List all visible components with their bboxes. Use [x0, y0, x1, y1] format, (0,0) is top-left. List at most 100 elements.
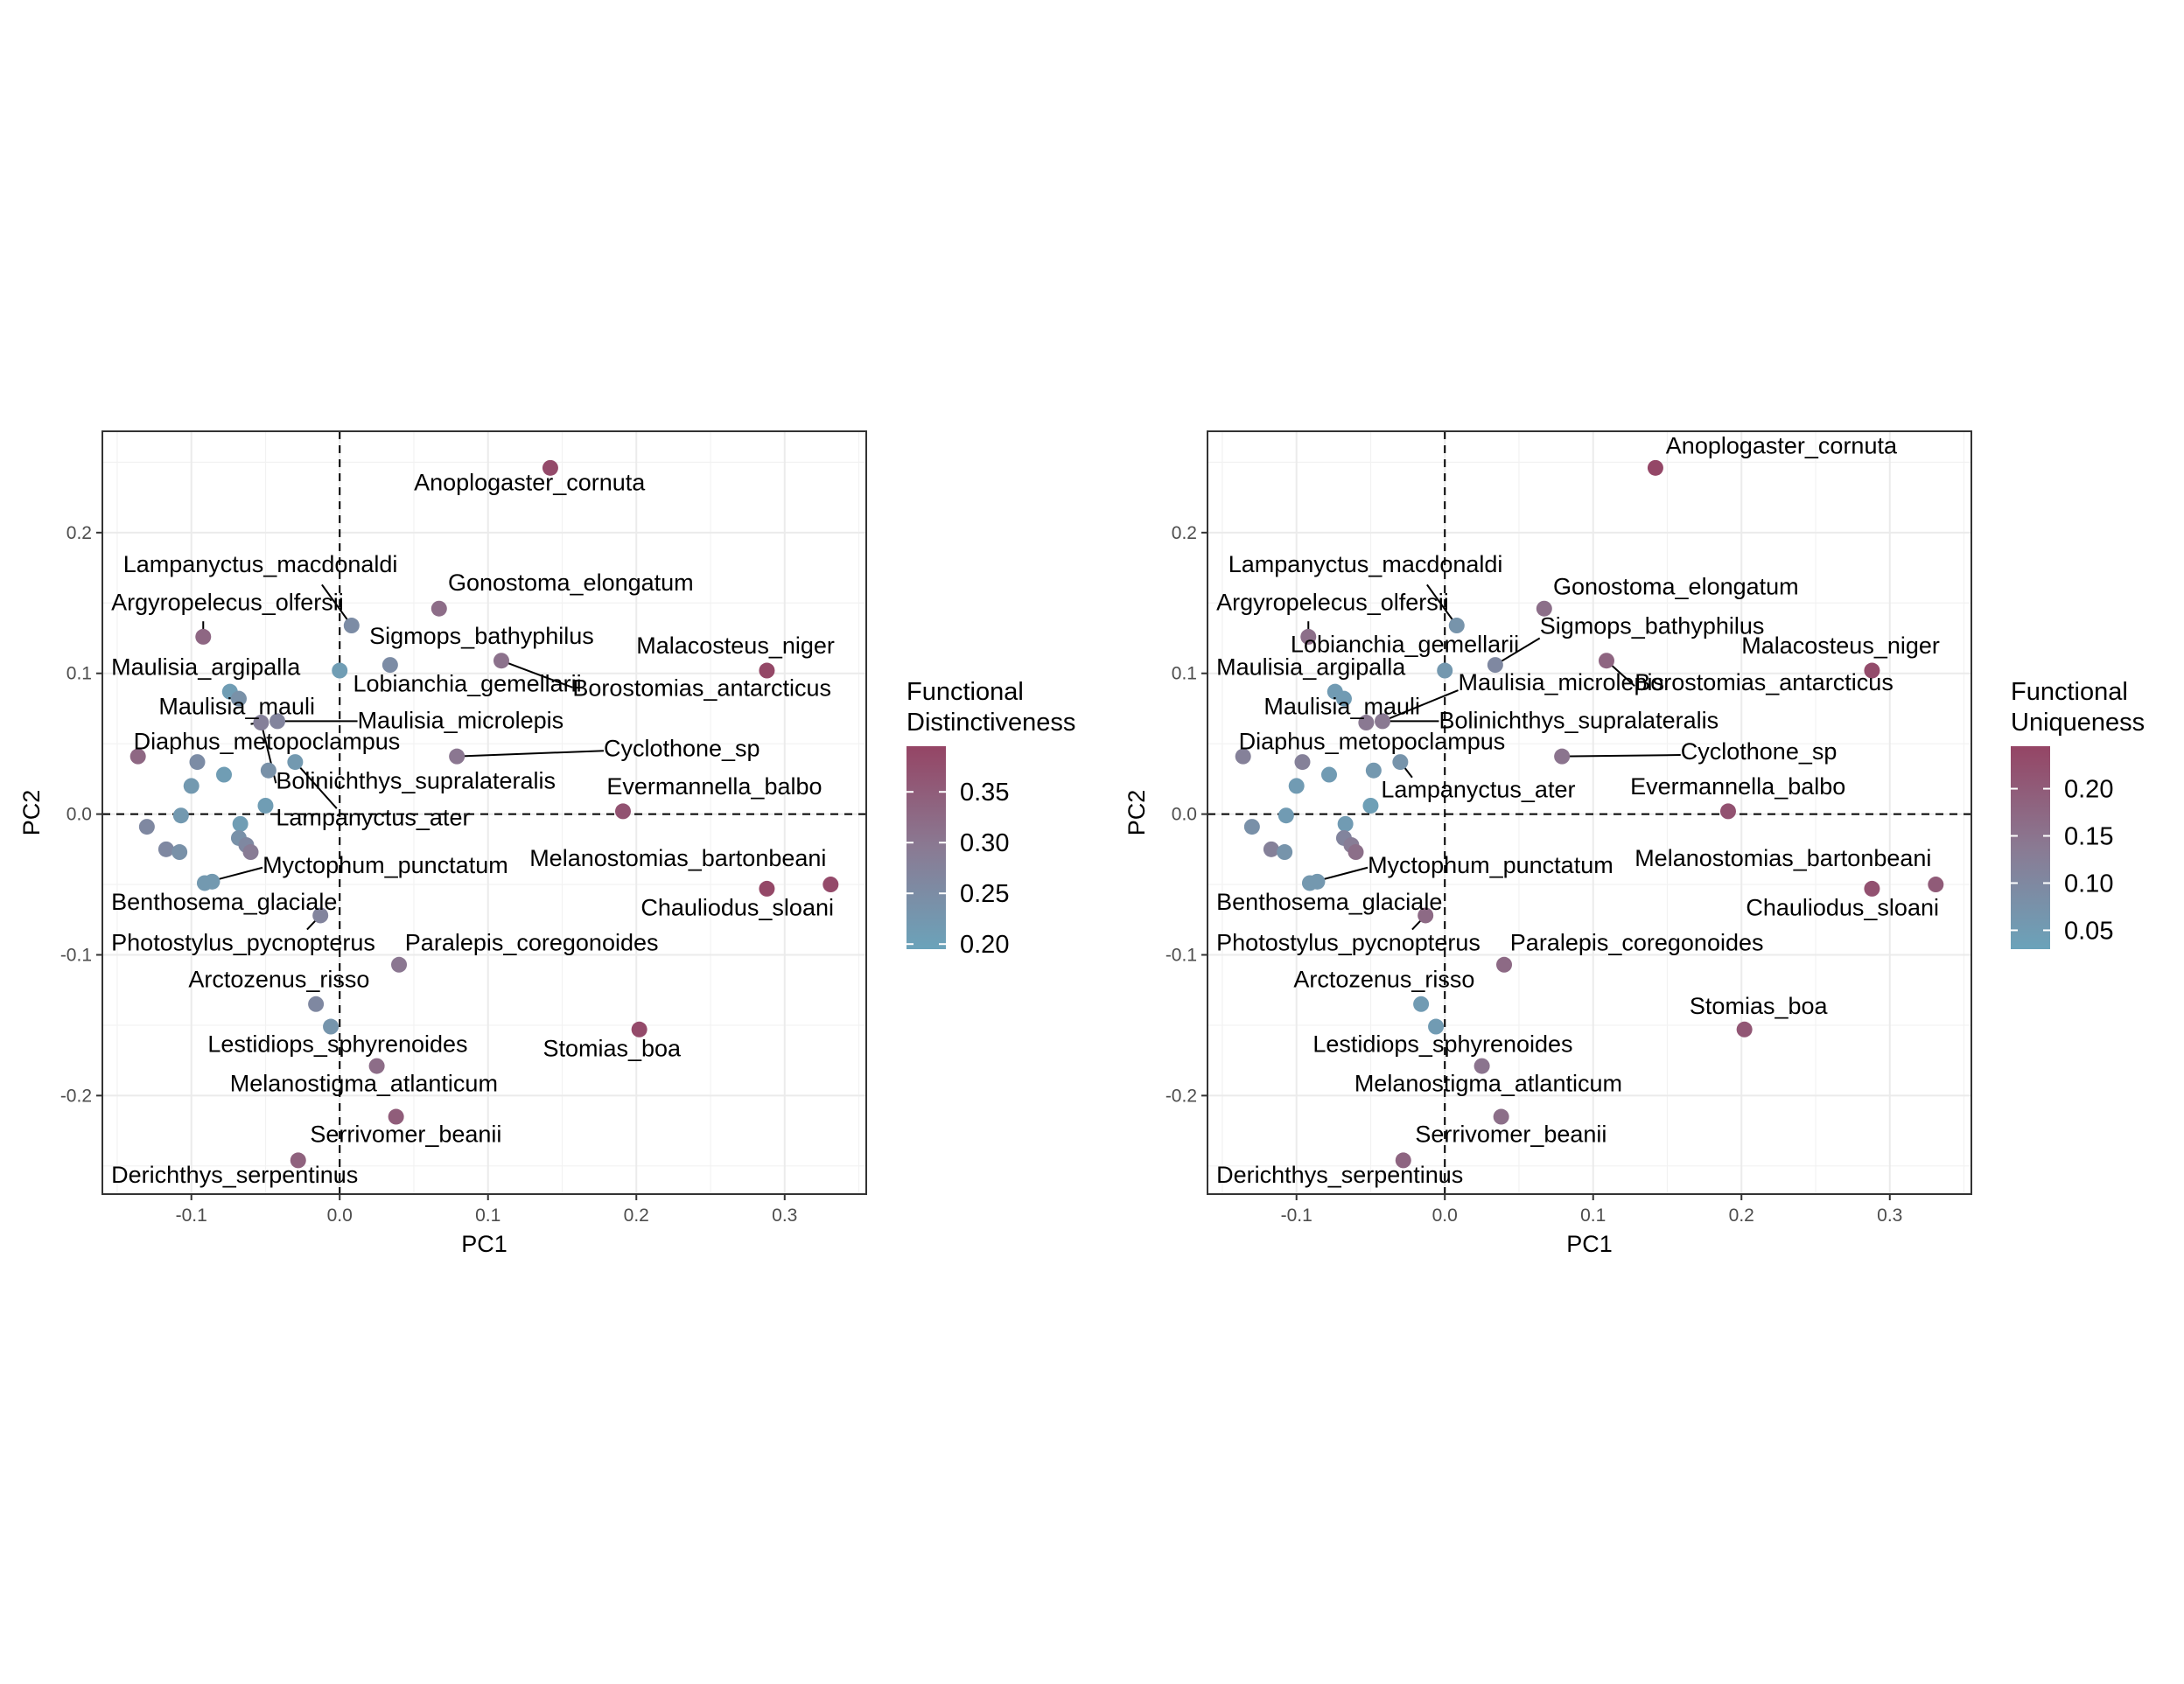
data-point: [1263, 841, 1279, 857]
point-label: Evermannella_balbo: [606, 773, 822, 800]
data-point: [270, 713, 286, 730]
point-label: Stomias_boa: [542, 1035, 682, 1061]
data-point: [332, 662, 348, 679]
data-point: [1392, 754, 1409, 771]
point-label: Serrivomer_beanii: [310, 1121, 501, 1147]
data-point: [1647, 459, 1663, 476]
data-point: [138, 819, 155, 835]
data-point: [158, 841, 174, 857]
data-point: [230, 690, 247, 707]
data-point: [822, 877, 839, 893]
point-label: Maulisia_mauli: [158, 693, 315, 719]
data-point: [242, 844, 259, 861]
point-label: Bolinichthys_supralateralis: [1438, 707, 1718, 733]
panel-border: [1207, 430, 1972, 1195]
data-point: [1278, 807, 1294, 824]
data-point: [449, 748, 466, 765]
y-tick-label: 0.0: [66, 805, 92, 825]
point-label: Maulisia_argipalla: [1216, 653, 1406, 680]
label-leader-line: [1382, 689, 1459, 723]
point-label: Lestidiops_sphyrenoides: [207, 1031, 467, 1058]
data-point: [130, 748, 146, 765]
data-point: [759, 662, 775, 679]
data-point: [308, 996, 325, 1012]
legend-colorbar: [906, 746, 946, 949]
point-label: Maulisia_microlepis: [358, 707, 564, 733]
data-point: [430, 600, 447, 617]
data-point: [1864, 880, 1880, 897]
point-label: Myctophum_punctatum: [262, 852, 508, 878]
scatter-panel-1: Anoplogaster_cornuta Gonostoma_elongatum L…: [18, 430, 1075, 1257]
legend-tick-label: 0.20: [960, 931, 1009, 959]
y-tick-label: 0.2: [1172, 523, 1197, 543]
point-label: Stomias_boa: [1690, 993, 1829, 1019]
point-label: Paralepis_coregonoides: [405, 930, 659, 956]
legend-tick-label: 0.10: [2064, 870, 2113, 898]
data-point: [195, 628, 212, 645]
point-label: Maulisia_microlepis: [1458, 669, 1664, 695]
x-tick-label: -0.1: [1281, 1205, 1312, 1226]
point-label: Lampanyctus_ater: [276, 804, 470, 830]
legend-tick-label: 0.25: [960, 880, 1009, 908]
color-legend: Functional Uniqueness 0.05 0.10 0.15 0.20: [2011, 678, 2145, 949]
point-label: Photostylus_pycnopterus: [1216, 930, 1480, 956]
x-tick-label: 0.0: [1432, 1205, 1458, 1226]
data-point: [1428, 1018, 1445, 1035]
data-point: [1554, 748, 1571, 765]
data-point: [1487, 657, 1503, 674]
point-label: Anoplogaster_cornuta: [414, 470, 646, 496]
x-tick-label: 0.3: [772, 1205, 797, 1226]
data-point: [1288, 778, 1305, 794]
y-tick-label: -0.2: [60, 1086, 92, 1106]
data-point: [343, 618, 360, 634]
label-leader-line: [1562, 754, 1681, 758]
data-point: [1335, 690, 1352, 707]
y-tick-label: -0.1: [1166, 945, 1197, 965]
data-point: [1362, 797, 1379, 814]
point-label: Sigmops_bathyphilus: [369, 623, 594, 649]
data-point: [1448, 618, 1465, 634]
point-label: Anoplogaster_cornuta: [1666, 433, 1898, 459]
data-point: [1365, 762, 1382, 779]
point-label: Photostylus_pycnopterus: [111, 930, 375, 956]
legend-tick-label: 0.30: [960, 829, 1009, 857]
legend-title: Functional: [2011, 678, 2128, 706]
data-point: [1395, 1152, 1411, 1169]
x-tick-label: -0.1: [176, 1205, 207, 1226]
y-tick-label: 0.2: [66, 523, 92, 543]
point-label: Benthosema_glaciale: [1216, 889, 1442, 915]
point-label: Lobianchia_gemellarii: [353, 671, 581, 697]
data-point: [1337, 815, 1354, 832]
data-point: [1474, 1058, 1490, 1074]
point-label: Argyropelecus_olfersii: [111, 589, 344, 615]
data-point: [1493, 1108, 1509, 1125]
y-tick-label: -0.1: [60, 945, 92, 965]
data-point: [388, 1108, 404, 1125]
data-point: [1235, 748, 1251, 765]
x-tick-label: 0.0: [327, 1205, 353, 1226]
data-point: [312, 907, 329, 924]
data-point: [1348, 844, 1364, 861]
point-label: Maulisia_mauli: [1264, 693, 1420, 719]
data-point: [391, 956, 408, 973]
point-label: Derichthys_serpentinus: [1216, 1162, 1463, 1188]
point-label: Malacosteus_niger: [636, 632, 835, 659]
legend-tick-label: 0.05: [2064, 917, 2113, 945]
point-label: Sigmops_bathyphilus: [1540, 613, 1765, 639]
y-tick-label: 0.1: [1172, 664, 1197, 684]
data-point: [1536, 600, 1552, 617]
point-label: Melanostomias_bartonbeani: [1634, 845, 1931, 871]
data-point: [382, 657, 398, 674]
point-label: Derichthys_serpentinus: [111, 1162, 358, 1188]
point-label: Diaphus_metopoclampus: [1239, 729, 1506, 755]
point-label: Bolinichthys_supralateralis: [276, 768, 556, 794]
data-point: [172, 844, 188, 861]
legend-title: Distinctiveness: [906, 709, 1075, 737]
data-point: [1418, 907, 1434, 924]
point-label: Malacosteus_niger: [1741, 632, 1940, 659]
point-label: Arctozenus_risso: [1293, 966, 1474, 992]
point-label: Argyropelecus_olfersii: [1216, 589, 1449, 615]
point-label: Arctozenus_risso: [188, 966, 369, 992]
data-point: [1437, 662, 1453, 679]
point-label: Chauliodus_sloani: [640, 894, 834, 920]
